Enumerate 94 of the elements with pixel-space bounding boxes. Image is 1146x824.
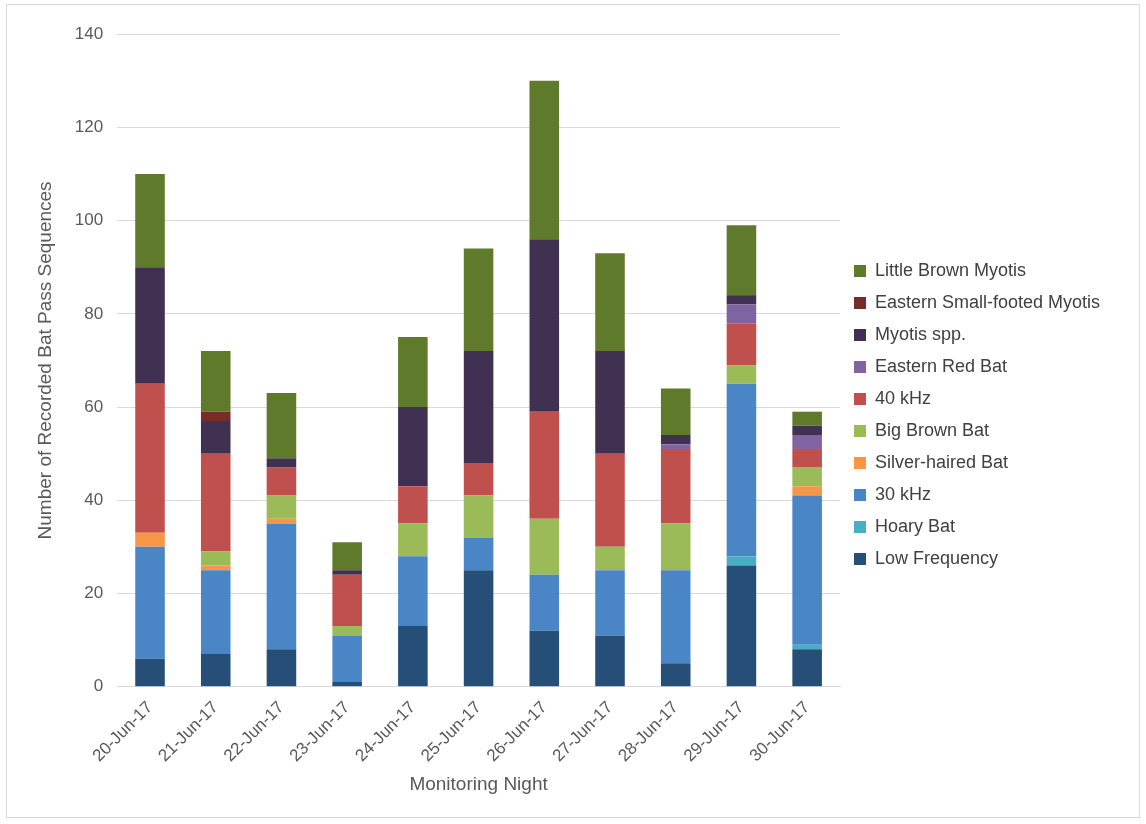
bar bbox=[726, 295, 757, 305]
bar bbox=[200, 551, 231, 566]
bar bbox=[332, 635, 362, 682]
legend-label: Little Brown Myotis bbox=[875, 259, 1027, 280]
bar bbox=[792, 434, 822, 449]
bar bbox=[332, 681, 362, 687]
legend-label: Myotis spp. bbox=[875, 323, 967, 344]
bar bbox=[332, 574, 362, 627]
bar bbox=[135, 532, 165, 547]
y-tick-label: 80 bbox=[84, 303, 104, 323]
bar bbox=[463, 462, 494, 496]
bar bbox=[726, 556, 757, 566]
bar bbox=[726, 365, 757, 384]
legend-label: Silver-haired Bat bbox=[875, 451, 1009, 472]
bar bbox=[529, 411, 560, 519]
y-tick-label: 0 bbox=[93, 676, 104, 696]
bar bbox=[398, 523, 428, 557]
bar bbox=[266, 458, 297, 468]
bar bbox=[135, 546, 165, 659]
bar bbox=[660, 663, 691, 687]
legend-label: 40 kHz bbox=[875, 387, 932, 408]
bar bbox=[660, 444, 691, 449]
bar bbox=[660, 523, 691, 571]
bar bbox=[463, 570, 494, 687]
y-tick-label: 120 bbox=[74, 117, 104, 137]
bar bbox=[200, 351, 231, 412]
bar bbox=[200, 453, 231, 552]
y-tick-label: 60 bbox=[84, 396, 104, 416]
bar bbox=[529, 574, 560, 631]
bar bbox=[726, 383, 757, 557]
bar bbox=[398, 486, 428, 524]
bar bbox=[792, 411, 822, 426]
bar bbox=[595, 635, 625, 687]
bar bbox=[660, 434, 691, 445]
bar bbox=[595, 253, 625, 352]
bar bbox=[463, 495, 494, 538]
bar bbox=[266, 393, 297, 459]
bar bbox=[135, 658, 165, 687]
bar bbox=[792, 425, 822, 435]
bar bbox=[266, 649, 297, 687]
bar bbox=[266, 523, 297, 650]
legend-label: 30 kHz bbox=[875, 483, 932, 504]
bar bbox=[463, 248, 494, 352]
y-tick-label: 140 bbox=[74, 23, 104, 43]
legend-label: Eastern Small-footed Myotis bbox=[875, 291, 1101, 312]
bar bbox=[398, 556, 428, 627]
bar bbox=[266, 495, 297, 519]
y-axis-title: Number of Recorded Bat Pass Sequences bbox=[33, 181, 55, 540]
bar bbox=[200, 411, 231, 422]
bar bbox=[200, 565, 231, 571]
bar bbox=[135, 267, 165, 384]
bar bbox=[726, 323, 757, 366]
y-tick-label: 40 bbox=[84, 489, 104, 509]
bar bbox=[529, 518, 560, 575]
legend-label: Eastern Red Bat bbox=[875, 355, 1008, 376]
bar bbox=[332, 542, 362, 571]
bar bbox=[463, 351, 494, 463]
bar bbox=[529, 239, 560, 412]
bar bbox=[266, 518, 297, 524]
bar bbox=[529, 80, 560, 240]
y-tick-label: 100 bbox=[74, 210, 104, 230]
bar bbox=[792, 649, 822, 687]
bar bbox=[726, 565, 757, 687]
bar bbox=[398, 407, 428, 487]
legend-label: Hoary Bat bbox=[875, 515, 956, 536]
bar bbox=[660, 388, 691, 435]
bar bbox=[200, 570, 231, 655]
bar bbox=[792, 486, 822, 496]
bar bbox=[398, 626, 428, 687]
bar bbox=[135, 174, 165, 268]
bar bbox=[332, 570, 362, 575]
bar bbox=[792, 448, 822, 468]
x-axis-title: Monitoring Night bbox=[409, 772, 549, 794]
bar bbox=[726, 304, 757, 324]
bar bbox=[595, 570, 625, 636]
bar bbox=[660, 448, 691, 524]
bar bbox=[792, 467, 822, 487]
bar bbox=[200, 421, 231, 454]
legend-label: Big Brown Bat bbox=[875, 419, 990, 440]
bar bbox=[595, 453, 625, 547]
bar bbox=[595, 351, 625, 454]
bar bbox=[266, 467, 297, 496]
bar bbox=[463, 537, 494, 571]
y-tick-label: 20 bbox=[84, 583, 104, 603]
bar bbox=[792, 495, 822, 645]
bar bbox=[595, 546, 625, 571]
bar bbox=[135, 383, 165, 533]
bar bbox=[529, 630, 560, 687]
bar bbox=[660, 570, 691, 664]
bar bbox=[726, 225, 757, 296]
bar bbox=[398, 337, 428, 408]
bar bbox=[200, 654, 231, 687]
bar bbox=[332, 626, 362, 636]
legend-label: Low Frequency bbox=[875, 547, 999, 568]
